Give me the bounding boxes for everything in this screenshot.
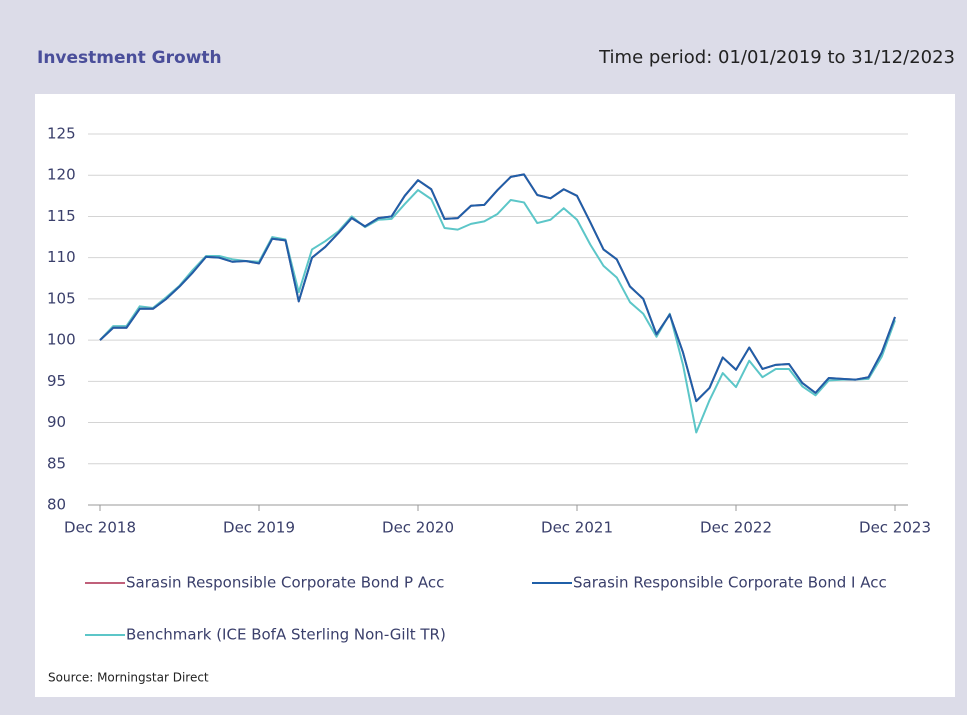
chart-subtitle: Time period: 01/01/2019 to 31/12/2023 xyxy=(598,47,955,68)
legend-label: Benchmark (ICE BofA Sterling Non-Gilt TR… xyxy=(126,626,446,644)
series-line xyxy=(99,189,896,434)
x-tick-label: Dec 2022 xyxy=(700,519,772,537)
y-tick-label: 110 xyxy=(47,248,76,266)
x-tick-label: Dec 2019 xyxy=(223,519,295,537)
y-tick-label: 115 xyxy=(47,207,76,225)
y-tick-label: 100 xyxy=(47,331,76,349)
series-line xyxy=(99,173,896,403)
y-tick-label: 120 xyxy=(47,166,76,184)
source: Source: Morningstar Direct xyxy=(48,671,209,685)
x-tick-label: Dec 2020 xyxy=(382,519,454,537)
y-tick-label: 125 xyxy=(47,125,76,143)
y-tick-label: 80 xyxy=(47,496,66,514)
legend-label: Sarasin Responsible Corporate Bond I Acc xyxy=(573,574,887,592)
legend-label: Sarasin Responsible Corporate Bond P Acc xyxy=(126,574,444,592)
panel xyxy=(35,94,955,697)
y-tick-label: 85 xyxy=(47,454,66,472)
y-tick-label: 105 xyxy=(47,289,76,307)
y-tick-label: 95 xyxy=(47,372,66,390)
y-tick-label: 90 xyxy=(47,413,66,431)
x-tick-label: Dec 2021 xyxy=(541,519,613,537)
chart-title: Investment Growth xyxy=(37,48,222,68)
x-tick-label: Dec 2023 xyxy=(859,519,931,537)
x-tick-label: Dec 2018 xyxy=(64,519,136,537)
